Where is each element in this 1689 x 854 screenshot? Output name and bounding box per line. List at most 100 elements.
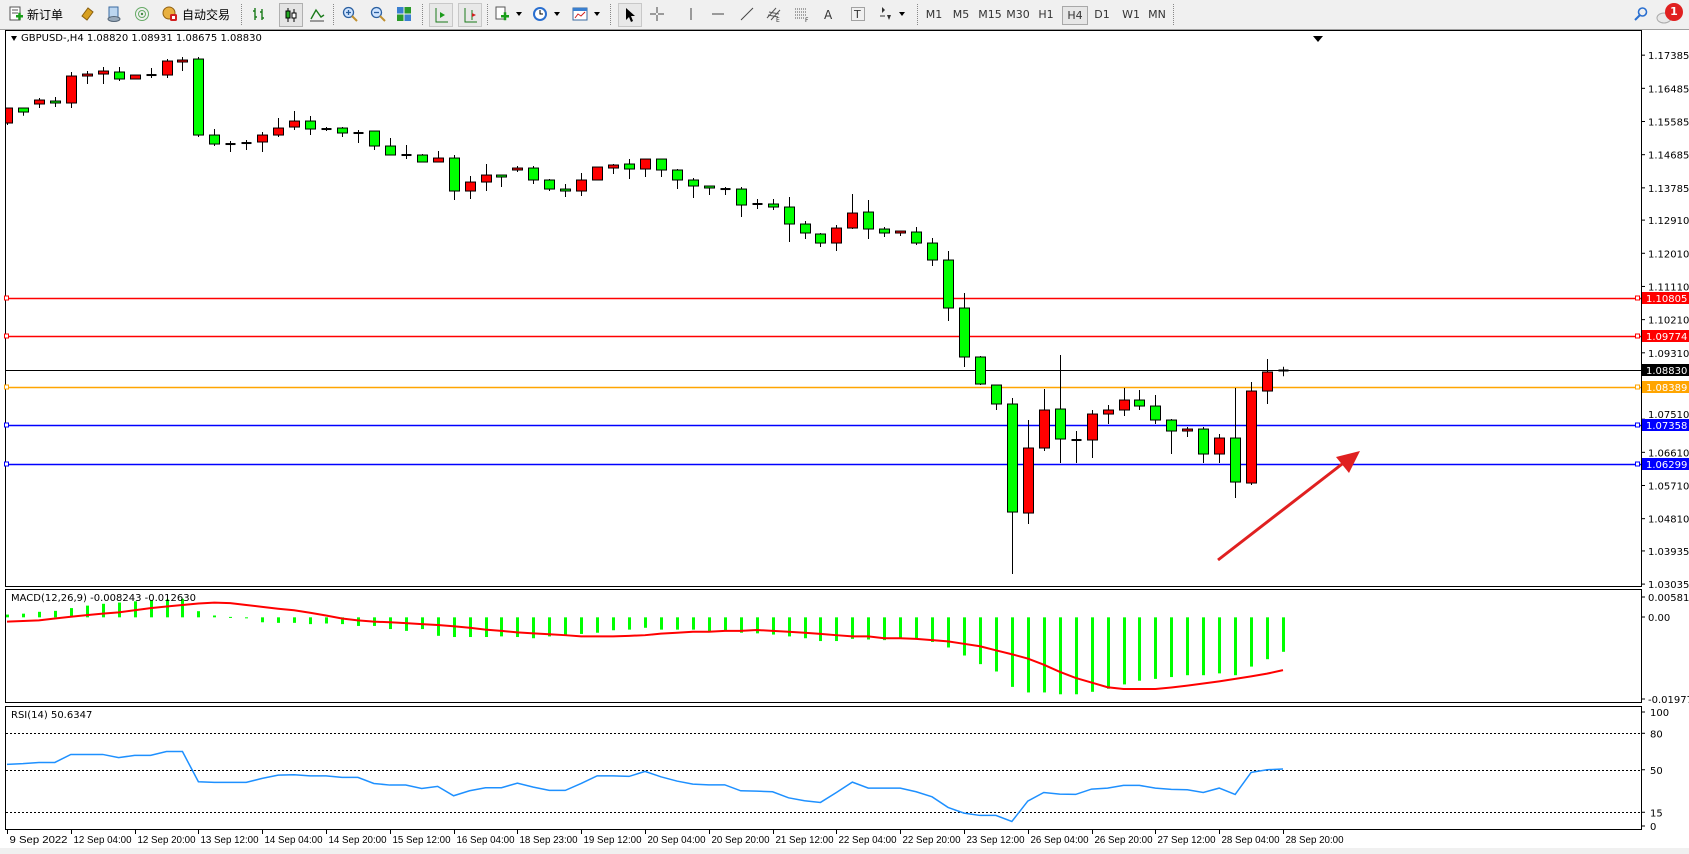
equidistant-channel-icon[interactable]: E <box>766 6 782 22</box>
navigator-icon[interactable] <box>134 6 150 22</box>
auto-scroll-button[interactable] <box>429 3 453 27</box>
auto-scroll-icon <box>435 8 448 23</box>
price-tick-label: 1.14685 <box>1648 151 1689 162</box>
auto-trading-button[interactable]: 自动交易 <box>162 4 230 24</box>
candle-body <box>289 120 300 128</box>
candle <box>895 230 906 237</box>
time-tick-label: 19 Sep 12:00 <box>584 835 642 846</box>
text-tool-icon[interactable]: A <box>821 6 837 22</box>
candle-body <box>688 179 699 187</box>
arrows-dropdown-arrow[interactable] <box>899 12 905 16</box>
templates-icon[interactable] <box>572 6 588 22</box>
rsi-line <box>6 750 1284 823</box>
level-handle-right[interactable] <box>1635 422 1640 428</box>
indicators-icon[interactable] <box>494 6 510 22</box>
market-watch-icon[interactable] <box>79 6 95 22</box>
candle <box>768 199 779 211</box>
fibonacci-icon[interactable]: F <box>794 6 810 22</box>
candle <box>624 159 635 180</box>
symbol-menu-triangle[interactable] <box>11 36 17 41</box>
horizontal-line-icon[interactable] <box>710 6 726 22</box>
candle <box>1087 410 1098 459</box>
candle <box>1230 388 1241 499</box>
chart-shift-button[interactable] <box>458 3 482 27</box>
chart-shift-marker[interactable] <box>1313 36 1323 42</box>
macd-histogram-bar <box>628 617 631 630</box>
bar-chart-icon[interactable] <box>251 6 267 22</box>
macd-histogram-bar <box>1154 617 1157 679</box>
macd-histogram-bar <box>580 617 583 634</box>
candle <box>544 179 555 192</box>
macd-histogram-bar <box>995 617 998 672</box>
arrows-icon[interactable] <box>878 6 894 22</box>
periods-clock-icon[interactable] <box>532 6 548 22</box>
level-price-tag <box>1642 330 1689 342</box>
timeframe-m5[interactable]: M5 <box>952 8 970 21</box>
crosshair-icon[interactable] <box>649 6 665 22</box>
templates-dropdown-arrow[interactable] <box>594 12 600 16</box>
rsi-tick-label: 100 <box>1650 708 1669 719</box>
price-tick-label: 1.05710 <box>1648 482 1689 493</box>
candle <box>496 174 507 188</box>
macd-histogram-bar <box>851 617 854 639</box>
macd-histogram-bar <box>102 603 105 618</box>
level-handle-left[interactable] <box>4 333 9 339</box>
candle-body <box>704 185 715 189</box>
price-tick-label: 1.13785 <box>1648 184 1689 195</box>
candle-body <box>720 188 731 191</box>
level-handle-right[interactable] <box>1635 295 1640 301</box>
timeframe-h1[interactable]: H1 <box>1038 8 1054 21</box>
price-tick-label: 1.11110 <box>1648 282 1689 293</box>
level-handle-left[interactable] <box>4 461 9 467</box>
level-handle-left[interactable] <box>4 422 9 428</box>
candle-body <box>1198 428 1209 455</box>
data-window-icon[interactable] <box>106 6 122 22</box>
candle <box>1262 359 1273 405</box>
search-icon[interactable] <box>1633 6 1649 22</box>
candle <box>1103 405 1114 425</box>
candle-body <box>465 181 476 192</box>
timeframe-m1[interactable]: M1 <box>925 8 943 21</box>
candle <box>465 176 476 200</box>
timeframe-h4[interactable]: H4 <box>1062 6 1088 25</box>
timeframe-w1[interactable]: W1 <box>1122 8 1140 21</box>
new-order-button[interactable]: 新订单 <box>8 4 63 24</box>
cursor-tool-button[interactable] <box>618 3 642 27</box>
tile-windows-icon[interactable] <box>396 6 412 22</box>
level-handle-right[interactable] <box>1635 333 1640 339</box>
candle-body <box>576 179 587 192</box>
line-chart-icon[interactable] <box>309 6 325 22</box>
time-tick-label: 9 Sep 2022 <box>10 835 68 846</box>
candlestick-chart-button[interactable] <box>279 3 303 27</box>
candle-body <box>879 228 890 234</box>
notification-badge[interactable]: 1 <box>1665 3 1683 21</box>
text-label-icon[interactable]: T <box>850 6 866 22</box>
indicators-dropdown-arrow[interactable] <box>516 12 522 16</box>
macd-histogram-bar <box>437 617 440 636</box>
candle <box>401 145 412 160</box>
candle <box>1198 427 1209 464</box>
periods-dropdown-arrow[interactable] <box>554 12 560 16</box>
candle-body <box>672 169 683 181</box>
trendline-icon[interactable] <box>739 6 755 22</box>
zoom-in-icon[interactable] <box>342 6 358 22</box>
candle <box>305 116 316 136</box>
timeframe-m15[interactable]: M15 <box>978 8 1002 21</box>
timeframe-d1[interactable]: D1 <box>1094 8 1110 21</box>
candle-body <box>98 70 109 75</box>
timeframe-m30[interactable]: M30 <box>1006 8 1030 21</box>
level-handle-left[interactable] <box>4 384 9 390</box>
candle-body <box>241 142 252 145</box>
level-handle-right[interactable] <box>1635 384 1640 390</box>
candle-body <box>560 188 571 192</box>
level-handle-left[interactable] <box>4 295 9 301</box>
zoom-out-icon[interactable] <box>370 6 386 22</box>
vertical-line-icon[interactable] <box>683 6 699 22</box>
macd-histogram-bar <box>532 617 535 639</box>
macd-histogram-bar <box>947 617 950 648</box>
annotation-arrow[interactable] <box>1217 451 1360 562</box>
timeframe-mn[interactable]: MN <box>1148 8 1166 21</box>
candle <box>560 184 571 198</box>
level-handle-right[interactable] <box>1635 461 1640 467</box>
